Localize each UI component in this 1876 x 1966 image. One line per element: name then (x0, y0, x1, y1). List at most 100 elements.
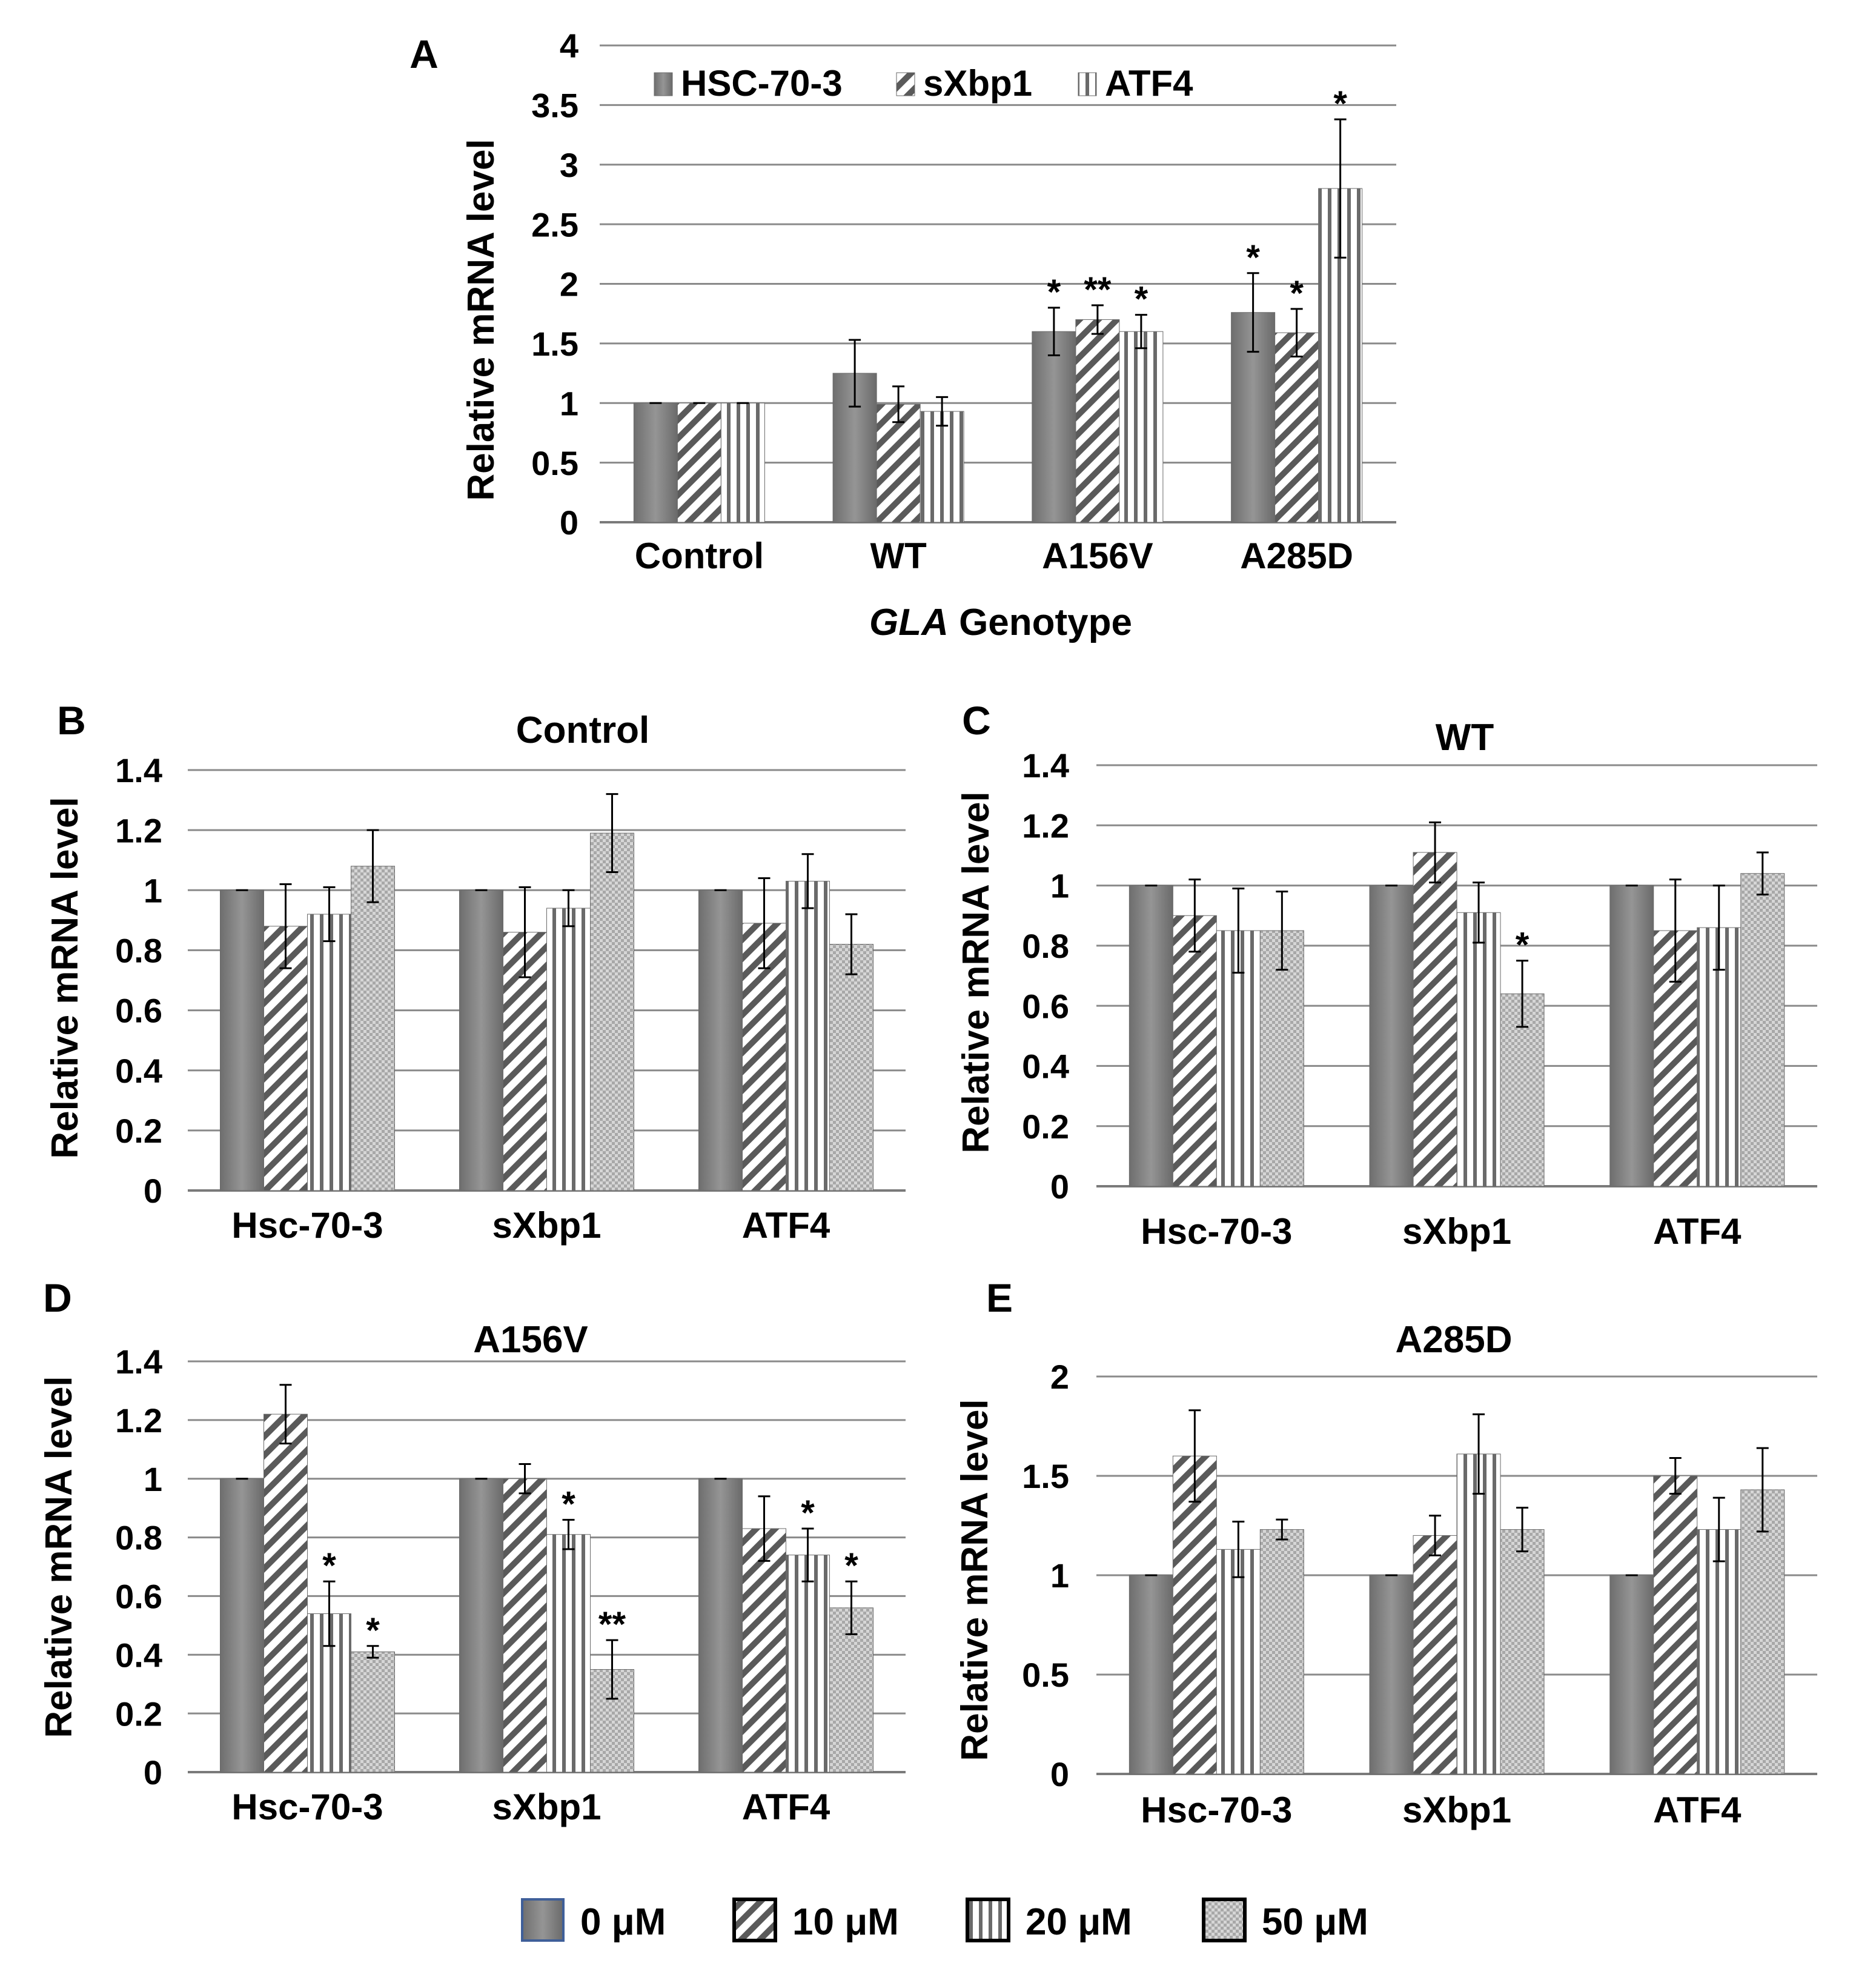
bar-c (1172, 915, 1217, 1187)
significance-mark-d: * (562, 1485, 575, 1524)
significance-mark-d: ** (598, 1605, 626, 1644)
x-tick-labels-d: Hsc-70-3 sXbp1 ATF4 (231, 1787, 830, 1827)
x-tick-label-c: Hsc-70-3 (1141, 1211, 1292, 1252)
panel-label-a: A (409, 32, 439, 76)
bar-a (633, 402, 678, 523)
y-tick-label-e: 1 (1050, 1556, 1069, 1595)
legend-label-a: HSC-70-3 (681, 63, 843, 104)
y-tick-label-a: 1.5 (531, 325, 578, 363)
legend-swatch-a (896, 72, 915, 96)
y-tick-label-b: 0.4 (115, 1052, 162, 1090)
bar-d (264, 1413, 308, 1773)
y-tick-label-e: 0.5 (1022, 1656, 1069, 1694)
bar-b (459, 889, 503, 1191)
bar-a (1075, 319, 1120, 523)
y-axis-label-c: Relative mRNA level (955, 791, 997, 1153)
y-tick-label-c: 1.4 (1022, 746, 1069, 785)
bar-e (1369, 1575, 1414, 1775)
y-tick-labels-d: 0 0.2 0.4 0.6 0.8 1 1.2 1.4 (115, 1343, 162, 1792)
bar-e (1456, 1453, 1501, 1775)
bar-d (351, 1651, 395, 1773)
bar-d (742, 1528, 786, 1773)
y-tick-label-a: 2.5 (531, 205, 578, 244)
bar-c (1697, 927, 1742, 1187)
y-tick-label-c: 1.2 (1022, 806, 1069, 845)
y-tick-label-b: 0.2 (115, 1112, 162, 1150)
bar-a (1032, 331, 1076, 523)
legend-swatch-bottom (521, 1898, 565, 1942)
chart-panel-e: E A285D 0 0.5 1 1.5 2 Hsc-70-3 sXbp1 ATF4 Rela… (954, 1275, 1817, 1830)
y-axis-label-d: Relative mRNA level (38, 1376, 80, 1738)
bars-b (220, 793, 873, 1191)
y-tick-label-a: 4 (560, 27, 578, 65)
significance-mark-a: * (1333, 84, 1347, 124)
y-tick-labels-b: 0 0.2 0.4 0.6 0.8 1 1.2 1.4 (115, 751, 162, 1210)
y-tick-label-c: 0 (1050, 1167, 1069, 1206)
y-tick-label-d: 0 (144, 1753, 162, 1792)
panel-label-b: B (57, 698, 86, 743)
x-tick-labels-c: Hsc-70-3 sXbp1 ATF4 (1141, 1211, 1742, 1252)
chart-panel-c: C WT 0 0.2 0.4 0.6 0.8 1 1.2 1.4 * Hsc-70-3 sXbp… (955, 698, 1817, 1252)
bar-b (307, 914, 351, 1191)
bar-e (1129, 1575, 1173, 1775)
panel-label-c: C (962, 698, 991, 743)
concentration-legend: 0 μM 10 μM 20 μM 50 μM (521, 1898, 1368, 1943)
y-tick-labels-a: 0 0.5 1 1.5 2 2.5 3 3.5 4 (531, 27, 578, 542)
legend-label-a: ATF4 (1105, 63, 1193, 104)
bar-e (1500, 1529, 1545, 1775)
x-axis-label-a: GLA Genotype (869, 602, 1132, 643)
significance-mark-d: * (844, 1546, 858, 1586)
x-tick-label-d: Hsc-70-3 (231, 1787, 383, 1827)
bars-d: ******* (220, 1384, 873, 1773)
y-tick-label-c: 1 (1050, 867, 1069, 905)
bar-d (829, 1607, 873, 1773)
y-tick-label-a: 0.5 (531, 444, 578, 482)
bar-c (1129, 885, 1173, 1187)
y-tick-label-d: 1.4 (115, 1343, 162, 1381)
x-tick-label-a: WT (870, 536, 926, 576)
x-tick-label-a: A285D (1240, 536, 1353, 576)
bars-e (1129, 1409, 1785, 1775)
x-tick-label-b: sXbp1 (492, 1205, 601, 1246)
y-tick-label-d: 0.2 (115, 1695, 162, 1733)
bar-a (720, 402, 765, 523)
bar-e (1653, 1475, 1698, 1775)
bar-e (1172, 1455, 1217, 1775)
y-tick-label-b: 1 (144, 871, 162, 909)
bar-a (1119, 331, 1164, 523)
bar-e (1259, 1529, 1304, 1775)
y-tick-label-a: 3 (560, 146, 578, 184)
bar-a (920, 411, 964, 523)
legend-swatch-a (1078, 72, 1097, 96)
x-tick-label-d: sXbp1 (492, 1787, 601, 1827)
y-tick-label-a: 0 (560, 503, 578, 542)
y-tick-label-d: 0.6 (115, 1578, 162, 1616)
bar-d (220, 1478, 264, 1773)
bar-b (698, 889, 743, 1191)
y-tick-label-b: 0 (144, 1172, 162, 1210)
significance-mark-c: * (1516, 926, 1530, 965)
y-tick-label-e: 1.5 (1022, 1457, 1069, 1495)
bar-e (1609, 1575, 1654, 1775)
x-axis-label-a-rest: Genotype (949, 602, 1132, 643)
bar-b (351, 866, 395, 1191)
x-tick-label-c: sXbp1 (1402, 1211, 1511, 1252)
bar-d (459, 1478, 503, 1773)
significance-mark-a: ** (1084, 270, 1112, 310)
x-tick-label-a: A156V (1042, 536, 1153, 576)
bar-b (829, 944, 873, 1191)
bar-b (546, 908, 591, 1191)
y-tick-label-d: 1 (144, 1460, 162, 1498)
chart-title-d: A156V (473, 1319, 588, 1361)
significance-mark-a: * (1246, 238, 1260, 277)
chart-panel-a: A 00.511.522.533.54 * ** **** Control WT A15… (409, 27, 1396, 643)
bars-c: * (1129, 821, 1785, 1187)
x-tick-label-b: ATF4 (742, 1205, 830, 1246)
bar-c (1609, 885, 1654, 1187)
bar-c (1369, 885, 1414, 1187)
y-tick-label-c: 0.4 (1022, 1048, 1069, 1086)
y-axis-label-a: Relative mRNA level (460, 139, 502, 500)
x-tick-labels-b: Hsc-70-3 sXbp1 ATF4 (231, 1205, 830, 1246)
panel-label-d: D (43, 1275, 72, 1320)
